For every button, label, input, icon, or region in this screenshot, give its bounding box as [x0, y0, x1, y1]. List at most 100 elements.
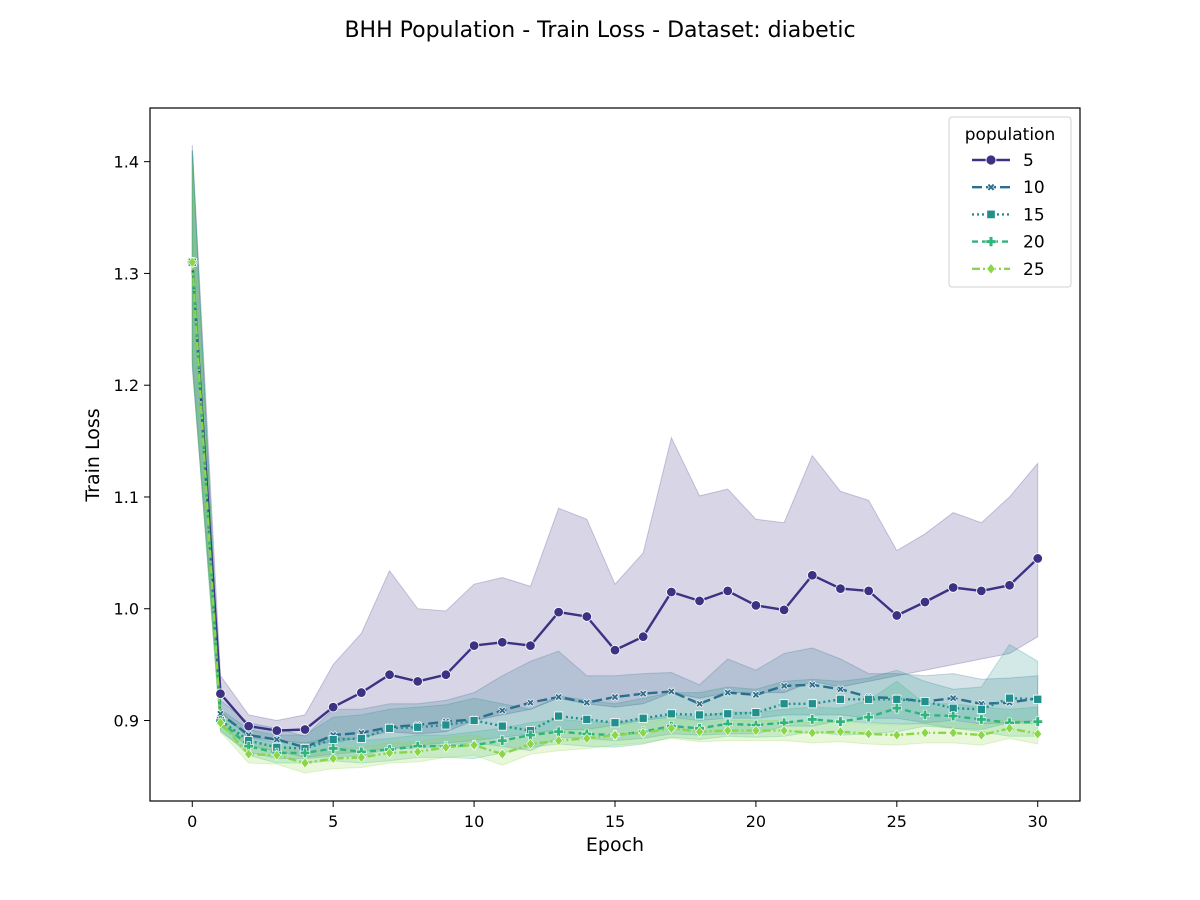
data-point-population-5	[863, 585, 874, 597]
data-point-population-25	[554, 735, 564, 747]
legend-title: population	[965, 125, 1055, 145]
data-point-population-20	[299, 747, 311, 759]
legend-marker-population-15	[986, 209, 996, 220]
legend-marker-population-5	[985, 154, 997, 166]
data-point-population-5	[609, 644, 621, 656]
y-tick-label: 1.3	[114, 264, 139, 283]
data-point-population-10	[498, 706, 507, 715]
data-point-population-25	[695, 726, 704, 738]
data-point-population-25	[1033, 728, 1043, 740]
data-point-population-20	[919, 709, 931, 721]
data-point-population-25	[441, 741, 451, 753]
data-point-population-25	[751, 725, 761, 737]
data-point-population-15	[666, 709, 676, 719]
chart-title: BHH Population - Train Loss - Dataset: d…	[344, 18, 855, 43]
y-tick-label: 1.0	[114, 600, 139, 619]
data-point-population-15	[441, 720, 451, 730]
data-point-population-25	[920, 727, 930, 739]
data-point-population-25	[413, 746, 423, 758]
data-point-population-25	[356, 751, 366, 763]
legend-marker-population-10	[986, 183, 996, 192]
data-point-population-25	[1005, 722, 1014, 734]
series-markers	[187, 256, 1043, 769]
data-point-population-10	[272, 735, 281, 744]
data-point-population-25	[864, 728, 874, 740]
data-point-population-5	[807, 570, 818, 581]
data-point-population-5	[722, 585, 733, 597]
data-point-population-10	[695, 699, 704, 708]
data-point-population-10	[610, 693, 620, 702]
data-point-population-10	[639, 689, 648, 698]
data-point-population-5	[497, 637, 508, 648]
legend-label-population-25: 25	[1023, 260, 1045, 280]
data-point-population-5	[468, 640, 480, 651]
data-point-population-10	[836, 685, 845, 694]
data-point-population-15	[610, 718, 620, 728]
legend-marker-population-25	[986, 263, 996, 275]
data-point-population-15	[497, 721, 507, 731]
data-point-population-15	[385, 723, 395, 733]
data-point-population-5	[919, 596, 931, 608]
data-point-population-10	[780, 681, 789, 690]
data-point-population-25	[892, 729, 902, 741]
data-point-population-5	[581, 611, 593, 622]
data-point-population-25	[216, 717, 225, 729]
legend: population 5 10 15 20 25	[948, 116, 1072, 288]
data-point-population-5	[299, 724, 311, 735]
data-point-population-15	[582, 714, 592, 724]
legend-label-population-5: 5	[1023, 151, 1034, 171]
data-point-population-15	[638, 713, 648, 723]
data-point-population-25	[187, 256, 197, 268]
data-point-population-15	[695, 710, 705, 720]
data-point-population-25	[526, 738, 535, 750]
y-tick-label: 1.4	[114, 153, 139, 172]
data-point-population-15	[835, 694, 845, 704]
y-tick-label: 0.9	[114, 712, 139, 731]
data-point-population-15	[413, 722, 423, 732]
data-point-population-20	[328, 743, 339, 754]
data-point-population-5	[778, 604, 790, 616]
data-point-population-20	[807, 714, 818, 725]
data-point-population-5	[384, 669, 395, 680]
data-point-population-20	[497, 735, 508, 746]
data-point-population-25	[328, 753, 338, 765]
data-point-population-5	[750, 600, 762, 611]
data-point-population-5	[835, 583, 846, 594]
data-point-population-20	[948, 710, 959, 722]
data-point-population-5	[412, 676, 423, 687]
data-point-population-25	[244, 748, 254, 760]
x-tick-label: 0	[187, 812, 197, 831]
data-point-population-5	[271, 725, 283, 736]
data-point-population-15	[751, 708, 761, 718]
legend-label-population-20: 20	[1023, 233, 1045, 253]
data-point-population-5	[891, 610, 903, 621]
legend-label-population-10: 10	[1023, 178, 1045, 198]
data-point-population-5	[553, 606, 564, 618]
data-point-population-10	[526, 698, 535, 707]
data-point-population-10	[949, 694, 958, 703]
data-point-population-10	[667, 687, 676, 696]
x-tick-label: 5	[328, 812, 338, 831]
legend-label-population-15: 15	[1023, 205, 1045, 225]
data-point-population-10	[751, 690, 760, 699]
data-point-population-15	[892, 694, 902, 704]
data-point-population-20	[891, 703, 902, 714]
x-tick-label: 10	[464, 812, 484, 831]
x-tick-label: 20	[746, 812, 766, 831]
confidence-band-population-25	[191, 161, 1039, 774]
data-point-population-5	[1032, 553, 1043, 564]
data-point-population-20	[525, 729, 536, 741]
data-point-population-10	[582, 698, 591, 707]
x-axis-label: Epoch	[586, 834, 644, 856]
data-point-population-15	[554, 711, 564, 721]
data-point-population-15	[976, 704, 986, 714]
data-point-population-15	[469, 716, 479, 726]
data-point-population-15	[1033, 694, 1043, 704]
data-point-population-15	[807, 699, 817, 709]
data-point-population-25	[666, 722, 676, 734]
data-point-population-5	[947, 582, 959, 593]
data-point-population-15	[864, 694, 874, 704]
data-point-population-5	[356, 687, 367, 698]
data-point-population-5	[1004, 580, 1015, 591]
data-point-population-25	[807, 727, 817, 739]
